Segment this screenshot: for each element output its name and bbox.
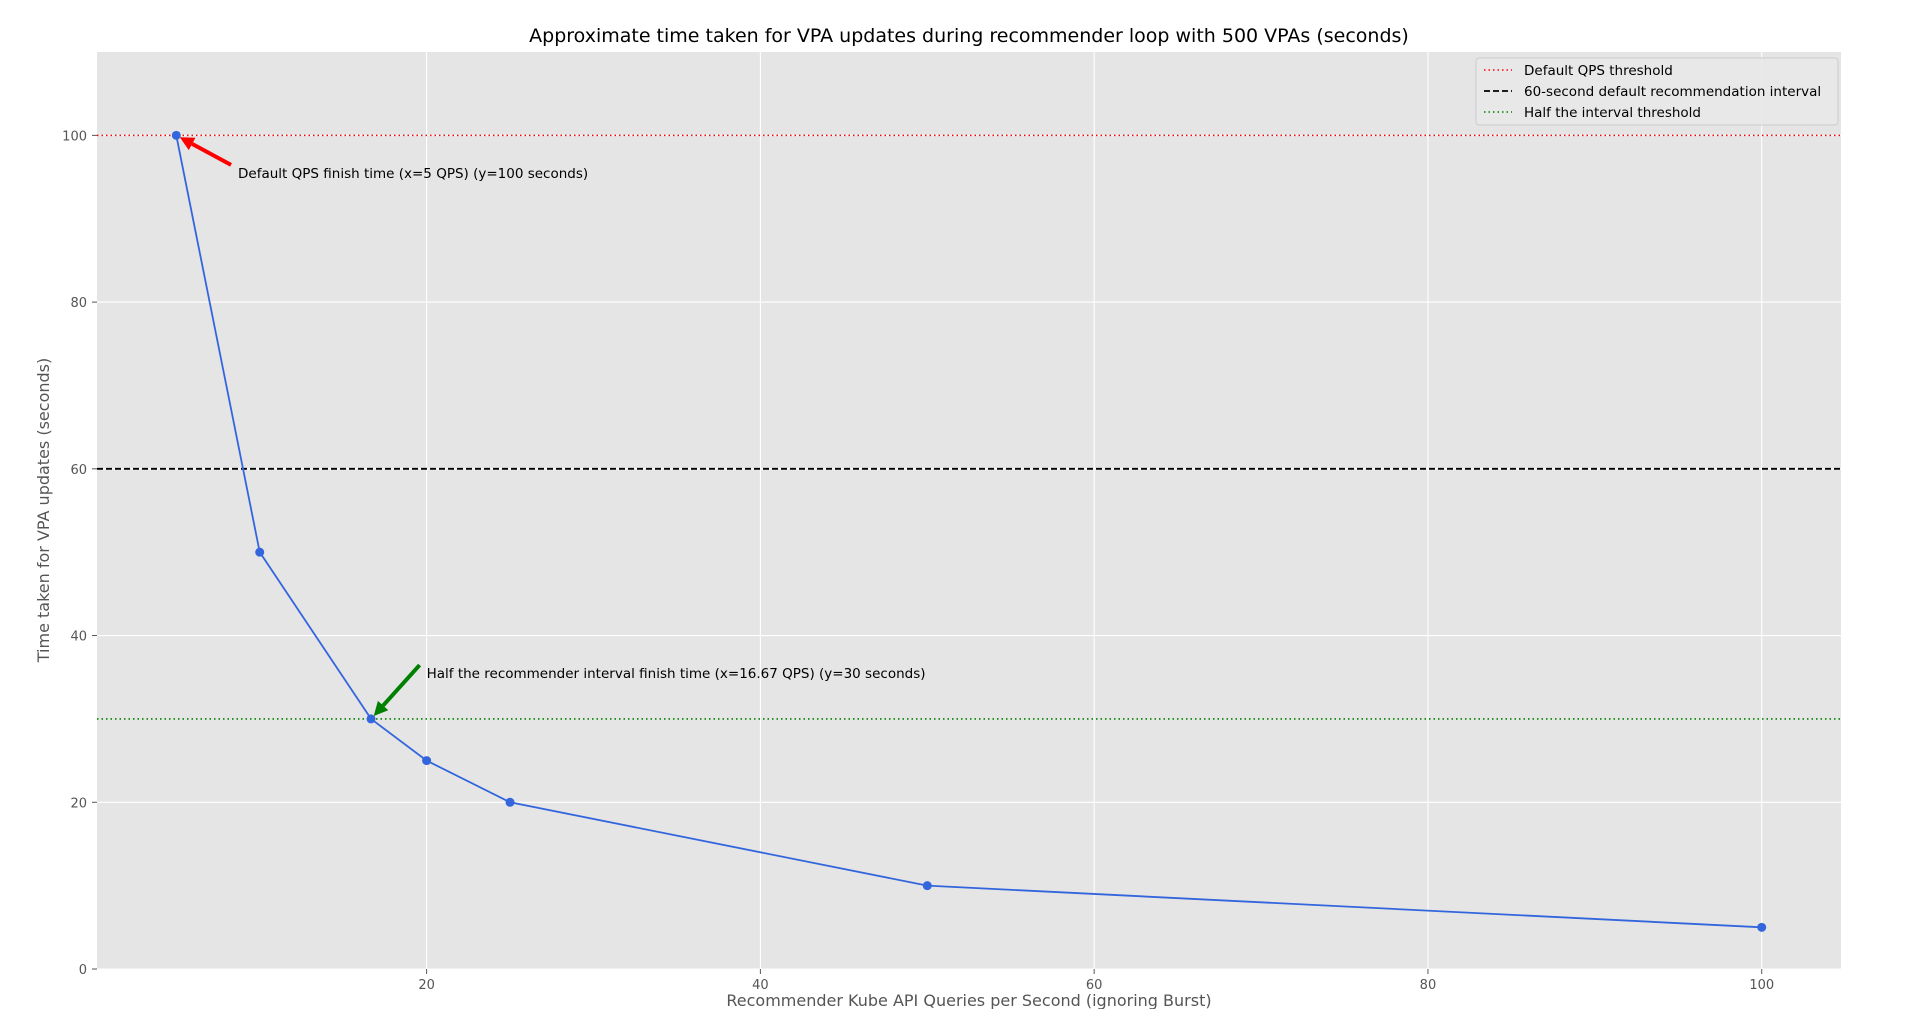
x-tick-label: 20 <box>418 978 435 993</box>
series <box>171 130 1767 932</box>
data-point <box>171 130 181 140</box>
x-tick-label: 100 <box>1749 978 1774 993</box>
y-tick-label: 20 <box>70 796 87 811</box>
data-point <box>1757 922 1767 932</box>
y-axis-label: Time taken for VPA updates (seconds) <box>34 358 53 663</box>
arrow-default-qps-head <box>179 137 196 151</box>
legend-label-half-interval: Half the interval threshold <box>1524 105 1701 121</box>
chart-title: Approximate time taken for VPA updates d… <box>529 25 1409 47</box>
y-tick-label: 40 <box>70 630 87 645</box>
x-tick-label: 40 <box>752 978 769 993</box>
legend-box <box>1475 57 1839 126</box>
y-tick-label: 60 <box>70 463 87 478</box>
legend-label-60-second: 60-second default recommendation interva… <box>1524 84 1821 100</box>
x-tick-label: 60 <box>1086 978 1103 993</box>
data-point <box>922 881 932 891</box>
annotation-half-interval: Half the recommender interval finish tim… <box>427 666 926 682</box>
x-tick-label: 80 <box>1420 978 1437 993</box>
x-axis-label: Recommender Kube API Queries per Second … <box>726 991 1211 1009</box>
arrow-default-qps-shaft <box>191 142 232 167</box>
data-point <box>422 756 432 766</box>
y-tick-label: 100 <box>62 129 87 144</box>
annotation-default-qps: Default QPS finish time (x=5 QPS) (y=100… <box>238 166 588 182</box>
legend-label-default-qps: Default QPS threshold <box>1524 63 1673 79</box>
y-tick-label: 0 <box>79 963 87 978</box>
arrow-half-interval-shaft <box>381 663 422 707</box>
data-point <box>505 797 515 807</box>
data-point <box>255 547 265 557</box>
data-point <box>366 714 376 724</box>
y-tick-label: 80 <box>70 296 87 311</box>
plot-area <box>97 52 1841 969</box>
arrow-half-interval-head <box>373 700 389 716</box>
legend: Default QPS threshold 60-second default … <box>1475 57 1839 126</box>
ticks: 20 40 60 80 100 0 20 40 60 80 100 <box>62 129 1774 993</box>
annotations: Default QPS finish time (x=5 QPS) (y=100… <box>179 137 926 716</box>
reference-lines <box>97 134 1841 720</box>
